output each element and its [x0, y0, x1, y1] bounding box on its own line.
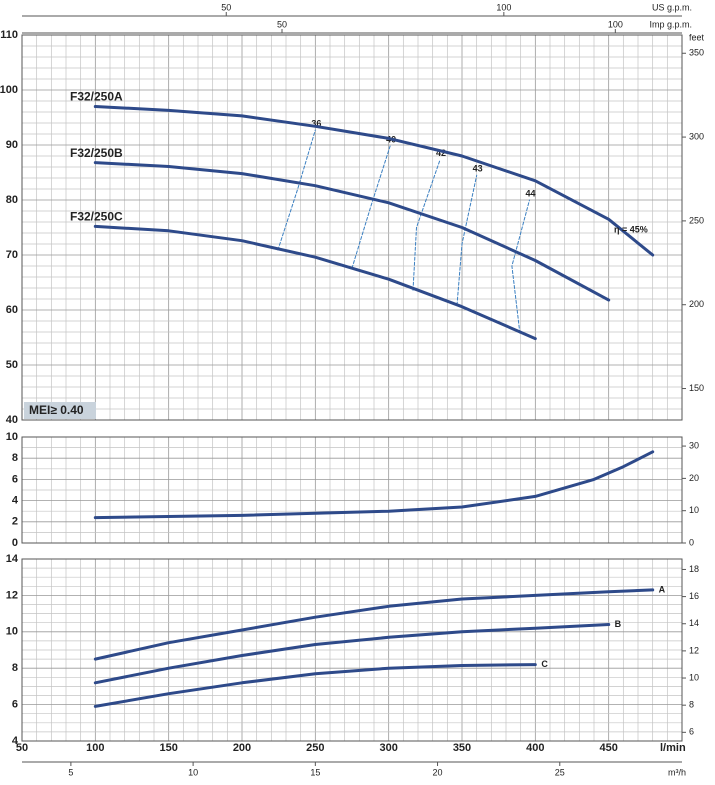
top-axis-label: US g.p.m.: [652, 2, 692, 12]
series-label: B: [615, 619, 622, 629]
x-tick-label: 50: [16, 742, 28, 754]
plot-frame: [21, 436, 683, 544]
curve: [93, 105, 655, 257]
top-axis-tick-label: 50: [277, 19, 287, 29]
y-tick-label: 6: [12, 473, 18, 485]
y2-tick-label: 200: [689, 299, 704, 309]
y-tick-label: 80: [6, 194, 18, 206]
series-label: A: [659, 584, 666, 594]
efficiency-curve: [511, 199, 530, 334]
y-tick-label: 110: [0, 29, 18, 41]
efficiency-label: 43: [473, 164, 483, 174]
y2-tick-label: 6: [689, 727, 694, 737]
y-tick-label: 0: [12, 537, 18, 549]
y-tick-label: 14: [6, 553, 19, 565]
y-tick-label: 40: [6, 414, 18, 426]
top-axis-tick-label: 100: [496, 2, 511, 12]
y2-tick-label: 18: [689, 564, 699, 574]
y2-tick-label: 14: [689, 618, 699, 628]
efficiency-label: 42: [436, 148, 446, 158]
efficiency-curve: [351, 145, 391, 269]
y2-tick-label: 16: [689, 591, 699, 601]
series-label: F32/250B: [70, 146, 123, 160]
bottom-axis-tick-label: 15: [310, 767, 320, 777]
curve: [93, 663, 537, 708]
bottom-axis-tick-label: 5: [68, 767, 73, 777]
y2-tick-label: 8: [689, 700, 694, 710]
y-tick-label: 8: [12, 452, 18, 464]
y-tick-label: 8: [12, 662, 18, 674]
series-label: F32/250C: [70, 210, 123, 224]
efficiency-label: 36: [311, 119, 321, 129]
y-tick-label: 50: [6, 359, 18, 371]
y-tick-label: 12: [6, 589, 18, 601]
top-axis-label: Imp g.p.m.: [649, 19, 692, 29]
y-tick-label: 6: [12, 699, 18, 711]
curve: [93, 623, 611, 685]
y2-tick-label: 350: [689, 48, 704, 58]
x-tick-label: 200: [233, 742, 251, 754]
y2-tick-label: 250: [689, 215, 704, 225]
x-tick-label: 250: [306, 742, 324, 754]
x-tick-label: 300: [379, 742, 397, 754]
x-tick-label: 350: [453, 742, 471, 754]
y2-tick-label: 12: [689, 645, 699, 655]
curve: [93, 450, 655, 520]
x-axis-label: l/min: [660, 742, 686, 754]
curve: [93, 588, 655, 661]
y2-tick-label: 10: [689, 505, 699, 515]
y-tick-label: 90: [6, 139, 18, 151]
y2-axis-label: feet: [689, 32, 705, 42]
efficiency-label: 44: [525, 188, 535, 198]
bottom-axis-label: m³/h: [668, 767, 686, 777]
x-tick-label: 400: [526, 742, 544, 754]
y2-tick-label: 20: [689, 473, 699, 483]
series-label: F32/250A: [70, 90, 123, 104]
y2-tick-label: 150: [689, 383, 704, 393]
y-tick-label: 70: [6, 249, 18, 261]
series-label: C: [541, 659, 548, 669]
x-tick-label: 450: [599, 742, 617, 754]
bottom-axis-tick-label: 10: [188, 767, 198, 777]
y2-tick-label: 0: [689, 537, 694, 547]
badge-box: [24, 402, 96, 419]
top-axis-tick-label: 50: [221, 2, 231, 12]
bottom-axis-tick-label: 25: [555, 767, 565, 777]
x-tick-label: 150: [159, 742, 177, 754]
y-tick-label: 4: [12, 735, 19, 747]
y-tick-label: 100: [0, 84, 18, 96]
efficiency-curve: [277, 129, 316, 251]
efficiency-annotation: η = 45%: [614, 224, 648, 234]
y-tick-label: 10: [6, 431, 18, 443]
top-axis-tick-label: 100: [608, 19, 623, 29]
plot-frame: [21, 34, 683, 421]
curve: [93, 224, 537, 341]
y2-tick-label: 300: [689, 131, 704, 141]
x-tick-label: 100: [86, 742, 104, 754]
plot-frame: [21, 558, 683, 742]
efficiency-curve: [412, 159, 441, 291]
badge: MEI≥ 0.40: [29, 403, 84, 417]
y2-tick-label: 10: [689, 672, 699, 682]
efficiency-curve: [456, 174, 478, 306]
curve: [93, 161, 611, 302]
y-tick-label: 2: [12, 516, 18, 528]
y-tick-label: 60: [6, 304, 18, 316]
bottom-axis-tick-label: 20: [433, 767, 443, 777]
y-tick-label: 10: [6, 626, 18, 638]
y2-tick-label: 30: [689, 440, 699, 450]
y-tick-label: 4: [12, 495, 19, 507]
